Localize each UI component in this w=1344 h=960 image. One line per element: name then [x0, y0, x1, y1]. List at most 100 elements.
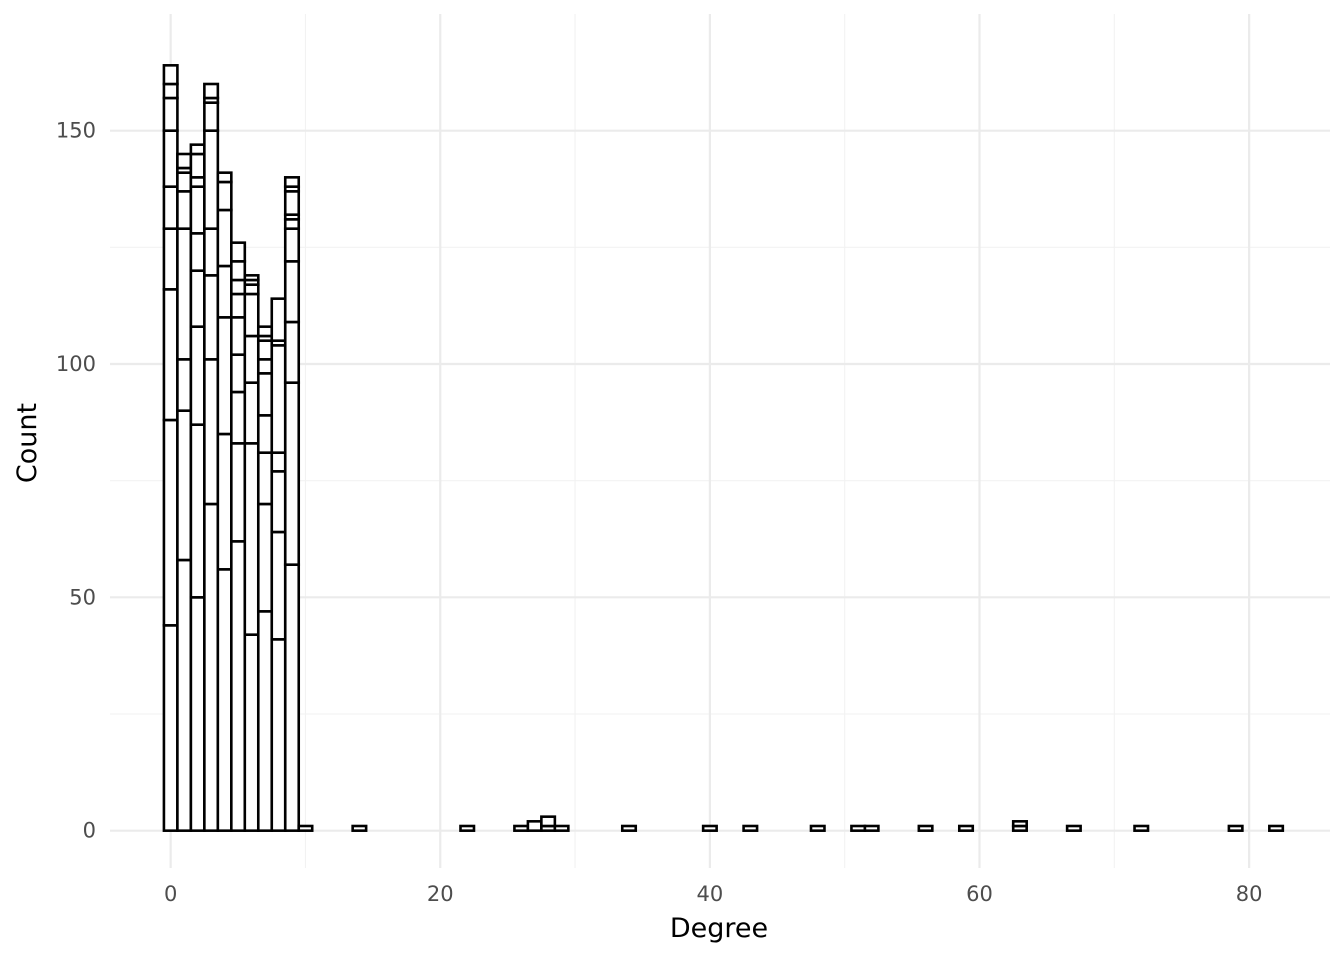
x-axis-tick-labels: 0 20 40 60 80	[164, 882, 1263, 906]
bar-segment	[256, 325, 274, 338]
x-tick-label: 80	[1236, 882, 1263, 906]
y-tick-label: 50	[69, 585, 96, 609]
bar-segment	[1133, 824, 1150, 832]
bar-segment	[283, 320, 301, 384]
bar-segment	[176, 171, 193, 193]
bar-segment	[850, 824, 867, 832]
bar-segment	[176, 227, 193, 361]
y-axis-title: Count	[12, 403, 43, 483]
bar-segment	[742, 824, 759, 832]
bar-segment	[189, 269, 206, 328]
bar-segment	[270, 638, 287, 832]
bar-segment	[230, 292, 247, 319]
bar-segment	[917, 824, 934, 832]
bar-segment	[230, 442, 247, 543]
bar-segment	[230, 278, 247, 296]
y-axis-tick-labels: 0 50 100 150	[56, 119, 96, 843]
bar-segment	[176, 190, 193, 230]
bar-segment	[216, 432, 233, 571]
bar-segment	[256, 610, 274, 832]
bar-segment	[256, 372, 274, 417]
bar-segment	[176, 152, 193, 170]
major-gridlines	[110, 14, 1330, 868]
bar-segment	[283, 381, 301, 566]
bar-segment	[162, 129, 179, 188]
bar-segment	[540, 815, 557, 828]
bar-segment	[256, 451, 274, 506]
bar-segment	[216, 316, 233, 436]
bar-segment	[203, 358, 220, 506]
y-tick-label: 100	[56, 352, 96, 376]
bar-segment	[243, 334, 260, 384]
bar-segment	[256, 339, 274, 361]
bar-segment	[256, 502, 274, 613]
x-tick-label: 40	[697, 882, 724, 906]
bar-segment	[526, 820, 543, 832]
bar-segment	[1268, 824, 1285, 832]
bar-segment	[230, 540, 247, 832]
bar-segment	[283, 218, 301, 230]
bar-segment	[216, 171, 233, 184]
bar-segment	[203, 274, 220, 361]
bar-segment	[701, 824, 718, 832]
bar-segment	[863, 824, 880, 832]
bar-segment	[270, 470, 287, 534]
bar-segment	[162, 624, 179, 832]
bar-segment	[189, 152, 206, 179]
bar-segment	[243, 274, 260, 282]
x-axis-title: Degree	[670, 913, 768, 944]
bar-segment	[513, 824, 530, 832]
bar-segment	[809, 824, 826, 832]
bar-segment	[203, 502, 220, 832]
bar-segment	[162, 227, 179, 291]
bar-segment	[230, 241, 247, 263]
bar-segment	[162, 288, 179, 422]
bar-segment	[230, 316, 247, 356]
bar-segment	[243, 292, 260, 338]
y-tick-label: 0	[83, 819, 96, 843]
bar-segment	[189, 423, 206, 599]
bar-segment	[553, 824, 570, 832]
bar-segment	[203, 101, 220, 132]
bar-segment	[189, 143, 206, 156]
bar-segment	[270, 530, 287, 641]
bar-segment	[283, 190, 301, 216]
bar-segment	[243, 381, 260, 445]
bar-segment	[256, 414, 274, 454]
bar-segment	[176, 358, 193, 412]
bar-segment	[459, 824, 476, 832]
bar-segment	[243, 283, 260, 296]
bar-segment	[351, 824, 368, 832]
bar-segment	[620, 824, 638, 832]
bar-segment	[162, 96, 179, 132]
bar-segment	[216, 208, 233, 268]
bar-segment	[1011, 820, 1028, 828]
bar-segment	[1227, 824, 1244, 832]
bar-segment	[162, 82, 179, 100]
bar-segment	[270, 451, 287, 473]
bar-segment	[162, 185, 179, 230]
bar-segment	[176, 409, 193, 562]
bar-segment	[203, 82, 220, 100]
bar-segment	[189, 596, 206, 832]
minor-gridlines	[110, 14, 1330, 868]
bar-segment	[256, 358, 274, 375]
bar-segment	[176, 558, 193, 832]
bar-segment	[189, 185, 206, 235]
bar-segment	[189, 232, 206, 272]
bar-segment	[189, 325, 206, 426]
bar-segment	[297, 824, 314, 832]
bar-segment	[283, 563, 301, 832]
bar-segment	[189, 176, 206, 188]
bar-segment	[216, 264, 233, 319]
bar-segment	[270, 297, 287, 342]
x-tick-label: 0	[164, 882, 177, 906]
x-tick-label: 60	[966, 882, 993, 906]
x-tick-label: 20	[427, 882, 454, 906]
bar-segment	[230, 260, 247, 282]
bar-segment	[243, 442, 260, 636]
bar-segment	[283, 260, 301, 324]
bar-segment	[203, 227, 220, 277]
bar-segment	[203, 129, 220, 230]
